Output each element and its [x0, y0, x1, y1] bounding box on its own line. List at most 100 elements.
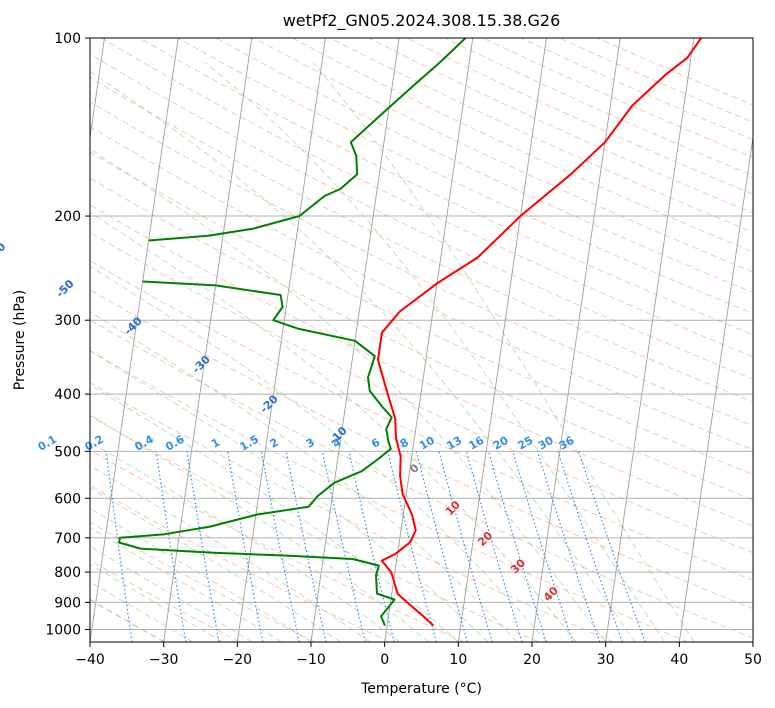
moist-adiabat — [90, 465, 371, 642]
moist-adiabat — [90, 598, 164, 642]
mixing-ratio-line — [465, 451, 523, 642]
moist-adiabat — [312, 62, 695, 642]
mixing-ratio-line — [186, 451, 220, 642]
chart-title: wetPf2_GN05.2024.308.15.38.G26 — [283, 11, 561, 31]
moist-adiabat — [90, 440, 400, 642]
profile-line — [148, 38, 467, 242]
annotation-label: -30 — [190, 353, 213, 376]
annotation-label: 3 — [304, 436, 317, 451]
x-tick-label: 30 — [597, 652, 615, 668]
plot-frame — [89, 37, 754, 643]
x-tick-label: −10 — [296, 652, 326, 668]
background-lines — [90, 38, 753, 642]
dry-adiabat — [90, 484, 390, 642]
moist-adiabat — [90, 311, 518, 642]
annotation-label: -40 — [122, 314, 145, 337]
dry-adiabat — [444, 38, 753, 177]
dry-adiabat — [101, 38, 753, 358]
annotation-label: 8 — [398, 436, 411, 451]
dry-adiabat — [90, 260, 753, 581]
dry-adiabat — [90, 382, 614, 642]
annotation-label: 0.6 — [163, 432, 187, 453]
mixing-ratio-line — [285, 451, 327, 642]
isotherm — [531, 38, 621, 642]
y-tick-label: 200 — [54, 209, 81, 225]
isotherm — [90, 38, 179, 642]
annotation-label: 20 — [491, 434, 511, 453]
isotherm — [457, 38, 547, 642]
isotherm — [678, 134, 753, 642]
y-tick-label: 1000 — [45, 622, 81, 638]
isotherm — [605, 38, 695, 642]
annotation-label: 1 — [209, 436, 222, 451]
annotation-label: 0.4 — [132, 432, 156, 453]
moist-adiabat — [204, 62, 665, 642]
x-tick-label: 0 — [380, 652, 389, 668]
x-tick-label: 10 — [449, 652, 467, 668]
annotation-labels: -100-90-80-70-60-50-40-30-20-100.10.20.4… — [0, 240, 577, 604]
dry-adiabat — [215, 38, 753, 293]
moist-adiabat — [90, 384, 459, 642]
y-tick-label: 700 — [54, 531, 81, 547]
x-axis: −40 −30 −20 −10 0 10 20 30 40 50 — [75, 642, 762, 668]
x-tick-label: 50 — [744, 652, 762, 668]
y-axis: 100 200 300 400 500 600 700 800 900 1000 — [45, 31, 90, 638]
profile-lines — [118, 38, 703, 627]
dry-adiabat — [90, 289, 753, 610]
moist-adiabat — [90, 148, 607, 642]
isotherm — [163, 38, 253, 642]
mixing-ratio-line — [105, 451, 133, 642]
dry-adiabat — [90, 231, 753, 554]
mixing-ratio-line — [227, 451, 264, 642]
moist-adiabat — [90, 212, 577, 642]
isotherm — [752, 638, 753, 642]
y-tick-label: 500 — [54, 444, 81, 460]
moist-adiabat — [90, 563, 223, 642]
moist-adiabat — [90, 507, 312, 642]
moist-adiabat — [90, 414, 430, 642]
annotation-label: 20 — [475, 529, 495, 549]
annotation-label: 13 — [444, 434, 464, 453]
annotation-label: 30 — [536, 434, 556, 453]
mixing-ratio-line — [321, 451, 366, 642]
annotation-label: 25 — [516, 434, 536, 453]
dry-adiabat — [90, 319, 753, 639]
dry-adiabat — [482, 38, 753, 158]
dry-adiabat — [90, 151, 753, 475]
dry-adiabat — [406, 38, 753, 195]
annotation-label: -50 — [53, 277, 76, 300]
mixing-ratio-line — [155, 451, 187, 642]
dry-adiabat — [90, 415, 539, 642]
annotation-label: -60 — [0, 240, 9, 263]
isotherm — [90, 38, 105, 141]
moist-adiabat — [90, 70, 636, 642]
profile-line — [377, 38, 703, 627]
mixing-ratio-line — [557, 451, 623, 642]
mixing-ratio-line — [487, 451, 547, 642]
y-tick-label: 100 — [54, 31, 81, 47]
dry-adiabat — [520, 38, 753, 141]
annotation-label: 30 — [508, 556, 528, 576]
annotation-label: 6 — [369, 435, 382, 450]
isotherm — [236, 38, 326, 642]
dry-adiabat — [139, 38, 753, 336]
x-tick-label: 20 — [523, 652, 541, 668]
y-tick-label: 300 — [54, 313, 81, 329]
dry-adiabat — [177, 38, 753, 314]
dry-adiabat — [90, 53, 753, 380]
mixing-ratio-line — [578, 451, 646, 642]
moist-adiabat — [90, 265, 548, 642]
x-axis-label: Temperature (°C) — [360, 681, 482, 697]
annotation-label: -20 — [258, 392, 281, 415]
mixing-ratio-line — [415, 451, 469, 642]
annotation-label: 2 — [268, 436, 281, 451]
y-tick-label: 800 — [54, 565, 81, 581]
dry-adiabat — [90, 449, 465, 642]
annotation-label: 1.5 — [238, 433, 261, 454]
moist-adiabat — [90, 545, 253, 642]
isotherm — [384, 38, 474, 642]
profile-line — [118, 280, 396, 626]
dry-adiabat — [559, 38, 753, 123]
annotation-label: 0.2 — [82, 433, 105, 454]
